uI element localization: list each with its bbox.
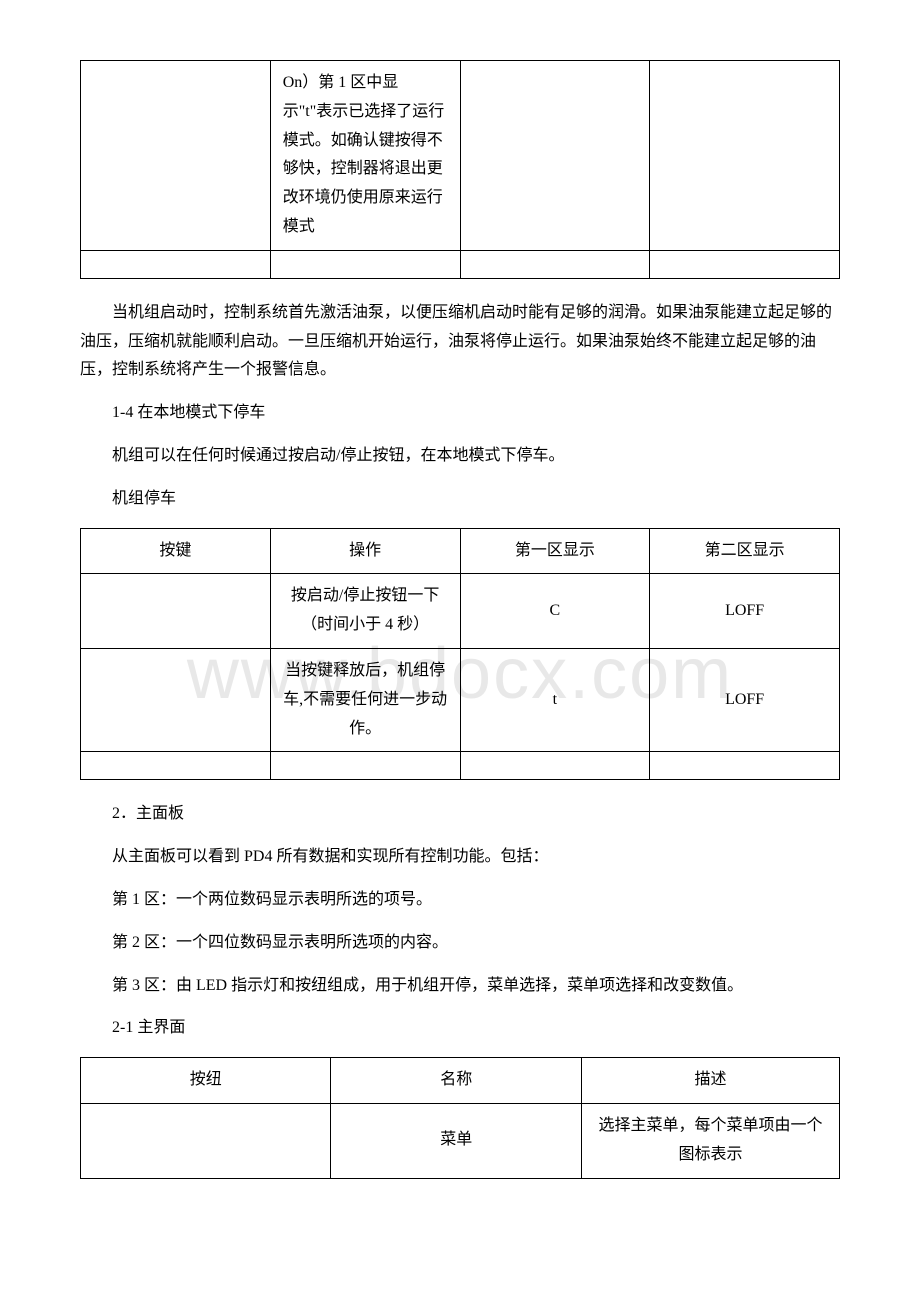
table-cell (650, 250, 840, 278)
table-cell: LOFF (650, 648, 840, 751)
table-cell (81, 1103, 331, 1178)
table-cell (650, 752, 840, 780)
table-header-cell: 第二区显示 (650, 528, 840, 574)
paragraph: 第 1 区：一个两位数码显示表明所选的项号。 (80, 886, 840, 915)
table-row: 按纽 名称 描述 (81, 1058, 840, 1104)
table-row: On）第 1 区中显示"t"表示已选择了运行模式。如确认键按得不够快，控制器将退… (81, 61, 840, 251)
table-header-cell: 按纽 (81, 1058, 331, 1104)
table-row: 当按键释放后，机组停车,不需要任何进一步动作。 t LOFF (81, 648, 840, 751)
paragraph: 机组可以在任何时候通过按启动/停止按钮，在本地模式下停车。 (80, 442, 840, 471)
heading: 1-4 在本地模式下停车 (80, 399, 840, 428)
table-row: 按键 操作 第一区显示 第二区显示 (81, 528, 840, 574)
table-2: 按键 操作 第一区显示 第二区显示 按启动/停止按钮一下（时间小于 4 秒） C… (80, 528, 840, 781)
paragraph: 第 2 区：一个四位数码显示表明所选项的内容。 (80, 929, 840, 958)
table-cell (81, 574, 271, 649)
table-cell (270, 752, 460, 780)
table-cell (81, 61, 271, 251)
heading: 2-1 主界面 (80, 1014, 840, 1043)
table-cell: On）第 1 区中显示"t"表示已选择了运行模式。如确认键按得不够快，控制器将退… (270, 61, 460, 251)
table-cell (460, 250, 650, 278)
table-row: 菜单 选择主菜单，每个菜单项由一个图标表示 (81, 1103, 840, 1178)
table-header-cell: 描述 (581, 1058, 839, 1104)
table-cell (81, 250, 271, 278)
table-cell: C (460, 574, 650, 649)
table-cell: 菜单 (331, 1103, 581, 1178)
table-1: On）第 1 区中显示"t"表示已选择了运行模式。如确认键按得不够快，控制器将退… (80, 60, 840, 279)
table-row (81, 752, 840, 780)
table-row (81, 250, 840, 278)
table-header-cell: 按键 (81, 528, 271, 574)
table-cell: 选择主菜单，每个菜单项由一个图标表示 (581, 1103, 839, 1178)
paragraph: 从主面板可以看到 PD4 所有数据和实现所有控制功能。包括： (80, 843, 840, 872)
table-cell (81, 648, 271, 751)
heading: 2．主面板 (80, 800, 840, 829)
table-3: 按纽 名称 描述 菜单 选择主菜单，每个菜单项由一个图标表示 (80, 1057, 840, 1178)
table-header-cell: 名称 (331, 1058, 581, 1104)
table-cell: t (460, 648, 650, 751)
table-cell (650, 61, 840, 251)
paragraph: 当机组启动时，控制系统首先激活油泵，以便压缩机启动时能有足够的润滑。如果油泵能建… (80, 299, 840, 385)
table-cell: 按启动/停止按钮一下（时间小于 4 秒） (270, 574, 460, 649)
table-cell (460, 61, 650, 251)
table-cell (270, 250, 460, 278)
table-cell: LOFF (650, 574, 840, 649)
table-cell (460, 752, 650, 780)
table-header-cell: 操作 (270, 528, 460, 574)
table-row: 按启动/停止按钮一下（时间小于 4 秒） C LOFF (81, 574, 840, 649)
heading: 机组停车 (80, 485, 840, 514)
paragraph: 第 3 区：由 LED 指示灯和按纽组成，用于机组开停，菜单选择，菜单项选择和改… (80, 972, 840, 1001)
table-cell (81, 752, 271, 780)
table-header-cell: 第一区显示 (460, 528, 650, 574)
table-cell: 当按键释放后，机组停车,不需要任何进一步动作。 (270, 648, 460, 751)
